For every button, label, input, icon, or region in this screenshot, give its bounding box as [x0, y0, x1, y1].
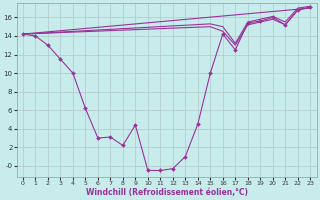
X-axis label: Windchill (Refroidissement éolien,°C): Windchill (Refroidissement éolien,°C): [85, 188, 248, 197]
